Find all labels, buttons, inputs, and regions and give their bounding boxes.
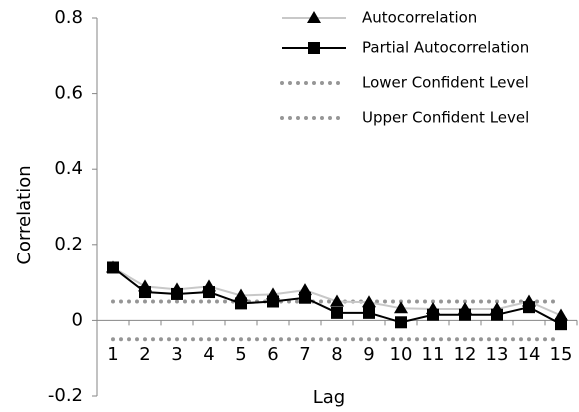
x-tick-label: 14 [518, 344, 541, 365]
y-tick-label: 0.8 [54, 7, 83, 28]
x-tick-label: 10 [390, 344, 413, 365]
x-tick-label: 9 [363, 344, 374, 365]
marker [395, 316, 407, 329]
x-tick-label: 8 [331, 344, 342, 365]
marker [523, 301, 535, 314]
y-axis-title: Correlation [14, 165, 35, 264]
marker [139, 286, 151, 299]
marker [203, 286, 215, 299]
x-tick-label: 7 [299, 344, 310, 365]
marker [363, 306, 375, 319]
x-axis-title: Lag [313, 387, 345, 408]
x-tick-label: 5 [235, 344, 246, 365]
legend-label: Lower Confident Level [362, 74, 529, 92]
marker [362, 295, 376, 308]
legend-label: Upper Confident Level [362, 109, 529, 127]
marker [307, 11, 321, 23]
y-tick-label: 0.2 [54, 234, 83, 255]
marker [107, 261, 119, 274]
x-tick-label: 2 [139, 344, 150, 365]
legend-label: Autocorrelation [362, 9, 477, 27]
x-tick-label: 1 [107, 344, 118, 365]
marker [394, 301, 408, 314]
y-tick-label: -0.2 [48, 385, 83, 406]
marker [491, 308, 503, 321]
y-tick-label: 0.4 [54, 158, 83, 179]
marker [235, 297, 247, 310]
marker [171, 287, 183, 300]
marker [459, 308, 471, 321]
marker [555, 318, 567, 331]
x-tick-label: 3 [171, 344, 182, 365]
marker [554, 308, 568, 321]
marker [331, 306, 343, 319]
y-tick-label: 0.6 [54, 83, 83, 104]
marker [308, 42, 320, 54]
x-tick-label: 15 [550, 344, 573, 365]
marker [427, 308, 439, 321]
marker [267, 295, 279, 308]
x-tick-label: 12 [454, 344, 477, 365]
x-tick-label: 6 [267, 344, 278, 365]
legend-label: Partial Autocorrelation [362, 39, 529, 57]
x-tick-label: 13 [486, 344, 509, 365]
marker [299, 291, 311, 304]
marker [330, 294, 344, 307]
x-tick-label: 4 [203, 344, 214, 365]
x-tick-label: 11 [422, 344, 445, 365]
y-tick-label: 0 [72, 309, 83, 330]
